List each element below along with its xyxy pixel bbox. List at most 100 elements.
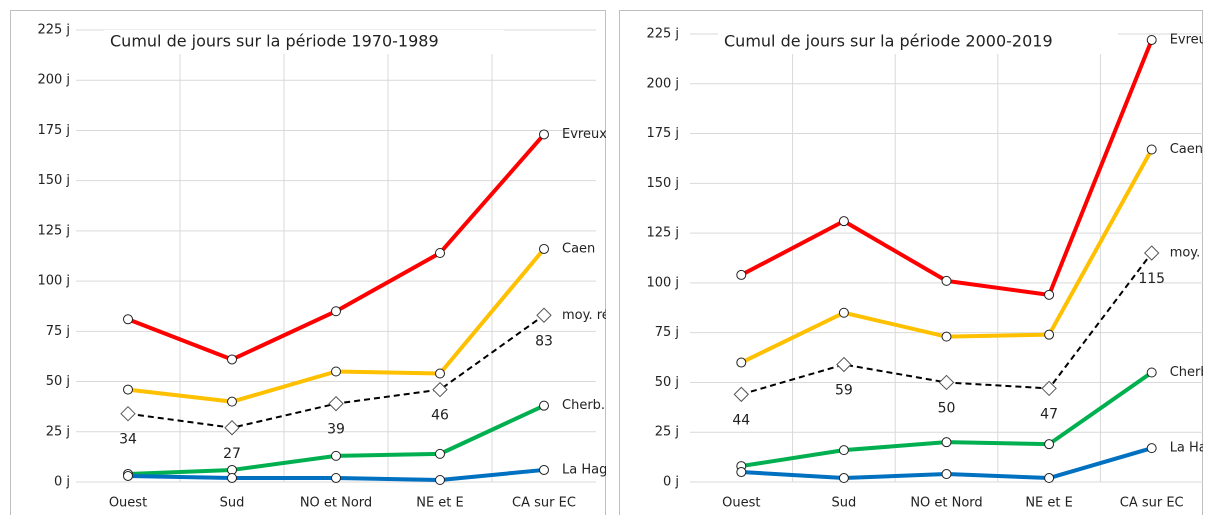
marker bbox=[733, 386, 750, 403]
marker bbox=[331, 306, 341, 317]
y-tick-label: 125 j bbox=[646, 226, 679, 241]
chart: 0 j 25 j 50 j 75 j 100 j 125 j 150 j 175 j 200 j… bbox=[619, 10, 1209, 515]
marker bbox=[331, 450, 341, 461]
y-tick-label: 225 j bbox=[37, 23, 70, 38]
marker bbox=[227, 472, 237, 483]
marker bbox=[1146, 443, 1157, 454]
series-name: Cherb. bbox=[562, 398, 605, 413]
marker bbox=[1044, 289, 1055, 300]
marker bbox=[227, 354, 237, 365]
marker bbox=[539, 400, 549, 411]
title-box bbox=[718, 30, 1118, 54]
chart-frame bbox=[10, 10, 606, 515]
marker bbox=[539, 243, 549, 254]
title-box bbox=[104, 30, 504, 54]
y-tick-label: 200 j bbox=[646, 76, 679, 91]
x-tick-label: CA sur EC bbox=[1120, 496, 1184, 511]
x-tick-label: Sud bbox=[220, 496, 245, 511]
marker bbox=[836, 356, 852, 373]
data-label: 27 bbox=[223, 446, 241, 462]
data-label: 34 bbox=[119, 432, 137, 448]
y-tick-label: 100 j bbox=[37, 274, 70, 289]
marker bbox=[123, 470, 133, 481]
marker bbox=[432, 381, 448, 398]
data-label: 115 bbox=[1138, 271, 1165, 287]
data-label: 46 bbox=[431, 408, 449, 424]
data-label: 44 bbox=[732, 412, 750, 428]
series-name: Caen bbox=[562, 241, 595, 256]
series-name: Caen bbox=[1170, 142, 1203, 157]
marker bbox=[1044, 439, 1055, 450]
y-tick-label: 125 j bbox=[37, 223, 70, 238]
y-tick-label: 0 j bbox=[54, 475, 70, 490]
chart-title: Cumul de jours sur la période 2000-2019 bbox=[724, 32, 1053, 51]
marker bbox=[838, 445, 849, 456]
y-tick-label: 225 j bbox=[646, 27, 679, 42]
marker bbox=[938, 374, 955, 391]
x-tick-label: Ouest bbox=[109, 496, 147, 511]
chart-title: Cumul de jours sur la période 1970-1989 bbox=[110, 32, 439, 51]
marker bbox=[941, 331, 952, 342]
marker bbox=[1044, 329, 1055, 340]
y-tick-label: 150 j bbox=[646, 176, 679, 191]
series-name: La Hag. bbox=[562, 462, 611, 477]
marker bbox=[328, 395, 344, 412]
y-tick-label: 50 j bbox=[655, 375, 679, 390]
marker bbox=[123, 384, 133, 395]
data-label: 47 bbox=[1040, 406, 1058, 422]
marker bbox=[331, 472, 341, 483]
marker bbox=[1143, 245, 1160, 261]
marker bbox=[1041, 380, 1057, 397]
series-name: Cherb. bbox=[1170, 365, 1209, 380]
y-tick-label: 50 j bbox=[46, 374, 70, 389]
series-name: Evreux bbox=[1170, 32, 1209, 47]
series-name: La Hag. bbox=[1170, 441, 1209, 456]
x-tick-label: Sud bbox=[832, 496, 857, 511]
marker bbox=[736, 357, 747, 368]
y-tick-label: 150 j bbox=[37, 173, 70, 188]
marker bbox=[941, 275, 952, 286]
marker bbox=[227, 396, 237, 407]
y-tick-label: 25 j bbox=[46, 424, 70, 439]
marker bbox=[838, 307, 849, 318]
y-tick-label: 75 j bbox=[655, 325, 679, 340]
marker bbox=[435, 247, 445, 258]
series-name: moy. régio. bbox=[1170, 246, 1209, 261]
marker bbox=[536, 307, 552, 323]
marker bbox=[838, 473, 849, 484]
y-tick-label: 175 j bbox=[37, 123, 70, 138]
marker bbox=[539, 464, 549, 475]
data-label: 50 bbox=[938, 400, 956, 416]
marker bbox=[941, 469, 952, 480]
marker bbox=[435, 368, 445, 379]
x-tick-label: CA sur EC bbox=[512, 496, 576, 511]
data-label: 83 bbox=[535, 333, 553, 349]
marker bbox=[435, 474, 445, 485]
marker bbox=[331, 366, 341, 377]
x-tick-label: NE et E bbox=[416, 496, 464, 511]
marker bbox=[120, 405, 136, 422]
y-tick-label: 0 j bbox=[663, 475, 679, 490]
marker bbox=[736, 467, 747, 478]
y-tick-label: 175 j bbox=[646, 126, 679, 141]
x-tick-label: NO et Nord bbox=[910, 496, 982, 511]
marker bbox=[1146, 144, 1157, 155]
x-tick-label: NE et E bbox=[1025, 496, 1073, 511]
marker bbox=[838, 216, 849, 227]
marker bbox=[1044, 473, 1055, 484]
chart-frame bbox=[619, 10, 1203, 515]
marker bbox=[539, 129, 549, 140]
y-tick-label: 200 j bbox=[37, 73, 70, 88]
data-label: 59 bbox=[835, 383, 853, 399]
marker bbox=[1146, 34, 1157, 45]
y-tick-label: 100 j bbox=[646, 275, 679, 290]
x-tick-label: NO et Nord bbox=[300, 496, 372, 511]
marker bbox=[736, 269, 747, 280]
series-name: Evreux bbox=[562, 127, 607, 142]
x-tick-label: Ouest bbox=[722, 496, 760, 511]
marker bbox=[435, 448, 445, 459]
series-name: moy. régio. bbox=[562, 308, 634, 323]
marker bbox=[941, 437, 952, 448]
marker bbox=[1146, 367, 1157, 378]
